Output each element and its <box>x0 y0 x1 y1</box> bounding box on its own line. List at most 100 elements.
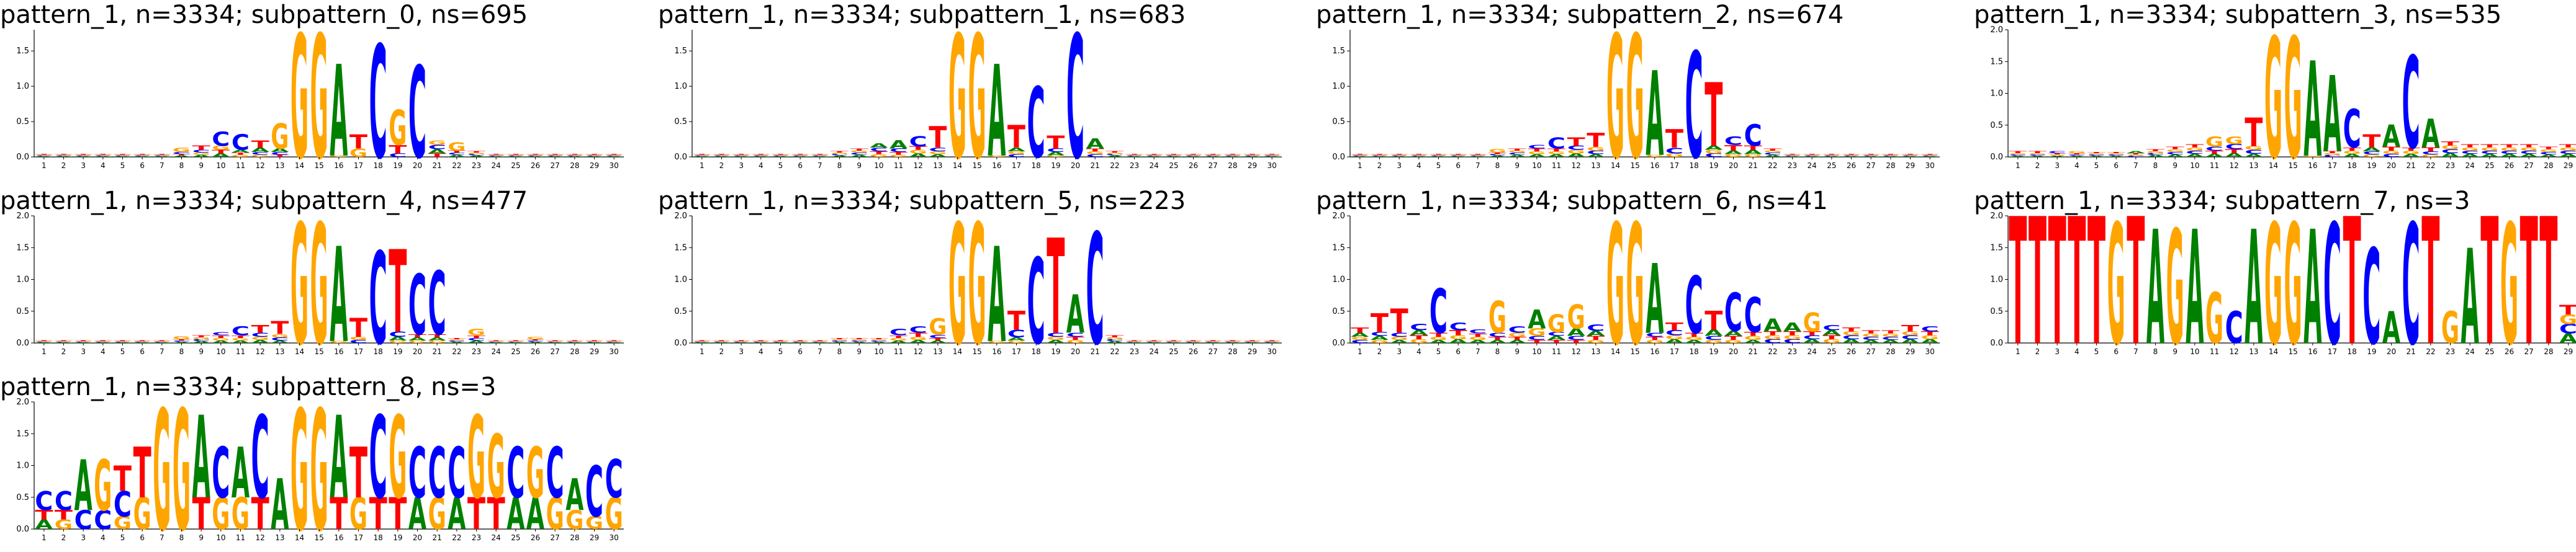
y-tick-label: 2.0 <box>16 211 29 221</box>
svg-text:T: T <box>1371 154 1389 155</box>
svg-text:T: T <box>2087 211 2105 366</box>
logo-letter-T: T <box>1744 331 1763 337</box>
logo-letter-T: T <box>1547 148 1566 152</box>
logo-letter-C: C <box>1164 342 1182 343</box>
svg-text:T: T <box>1842 327 1861 333</box>
x-tick-label: 21 <box>1749 347 1758 356</box>
svg-text:A: A <box>2048 155 2066 157</box>
svg-text:A: A <box>1862 156 1880 158</box>
svg-text:G: G <box>2205 278 2223 360</box>
x-tick-label: 8 <box>1495 161 1500 170</box>
logo-letter-A: A <box>1106 341 1124 344</box>
svg-text:A: A <box>2186 153 2204 158</box>
logo-letter-C: C <box>1410 155 1428 156</box>
svg-text:T: T <box>1665 125 1684 154</box>
logo-letter-C: C <box>1410 323 1428 332</box>
logo-letter-A: A <box>585 342 603 344</box>
logo-letter-G: G <box>2362 154 2380 158</box>
logo-letter-G: G <box>1822 338 1840 344</box>
svg-text:A: A <box>114 342 132 344</box>
svg-text:A: A <box>2146 211 2164 366</box>
svg-text:A: A <box>1263 156 1281 158</box>
svg-text:G: G <box>55 341 73 342</box>
x-tick-label: 23 <box>472 161 481 170</box>
y-tick-label: 0.5 <box>674 117 687 127</box>
logo-letter-G: G <box>2264 25 2282 180</box>
x-tick-label: 15 <box>973 161 982 170</box>
x-tick-label: 3 <box>2055 347 2060 356</box>
svg-text:C: C <box>448 340 466 342</box>
logo-letter-C: C <box>448 340 466 342</box>
svg-text:T: T <box>1007 119 1025 156</box>
logo-letter-C: C <box>2186 149 2204 154</box>
svg-text:C: C <box>1842 334 1860 341</box>
logo-letter-G: G <box>2186 146 2204 151</box>
logo-letter-A: A <box>713 156 731 158</box>
logo-letter-A: A <box>1881 339 1900 344</box>
logo-letter-A: A <box>448 154 466 158</box>
logo-letter-C: C <box>1547 134 1565 152</box>
svg-text:G: G <box>428 140 446 146</box>
x-tick-label: 18 <box>374 161 383 170</box>
logo-letter-G: G <box>1469 336 1487 341</box>
svg-text:T: T <box>2009 211 2027 366</box>
logo-letter-T: T <box>173 154 191 156</box>
logo-letter-C: C <box>526 340 544 342</box>
svg-text:G: G <box>1744 335 1762 341</box>
logo-letter-G: G <box>2500 146 2518 151</box>
logo-letter-C: C <box>251 397 269 525</box>
svg-text:T: T <box>1763 331 1782 337</box>
x-tick-label: 30 <box>1268 347 1277 356</box>
y-tick-label: 1.0 <box>16 82 29 91</box>
logo-letter-T: T <box>1145 154 1164 155</box>
svg-text:G: G <box>1145 154 1163 156</box>
logo-letter-G: G <box>2304 155 2322 157</box>
logo-letter-T: T <box>1567 339 1586 344</box>
svg-text:C: C <box>1430 276 1448 347</box>
svg-text:A: A <box>232 433 250 514</box>
logo-letter-C: C <box>1145 155 1163 156</box>
logo-letter-T: T <box>487 341 506 342</box>
x-tick-label: 29 <box>2564 347 2573 356</box>
svg-text:G: G <box>467 327 485 337</box>
logo-letter-C: C <box>1822 324 1840 332</box>
logo-letter-C: C <box>1646 332 1664 338</box>
svg-text:A: A <box>1842 338 1861 344</box>
x-tick-label: 2 <box>61 533 66 542</box>
logo-letter-A: A <box>2087 155 2105 157</box>
x-tick-label: 4 <box>101 161 106 170</box>
logo-letter-G: G <box>2500 211 2518 366</box>
logo-letter-A: A <box>526 156 544 158</box>
svg-text:T: T <box>2009 151 2027 154</box>
logo-letter-T: T <box>870 337 888 339</box>
svg-text:G: G <box>909 149 927 154</box>
logo-letter-T: T <box>349 131 368 153</box>
svg-text:A: A <box>2441 152 2460 158</box>
logo-letter-T: T <box>909 145 928 151</box>
logo-letter-A: A <box>408 336 427 341</box>
logo-letter-G: G <box>565 341 583 342</box>
logo-letter-A: A <box>35 342 53 344</box>
svg-text:A: A <box>212 340 230 344</box>
svg-text:G: G <box>1646 339 1664 344</box>
x-tick-label: 11 <box>1552 347 1561 356</box>
logo-letter-A: A <box>487 342 505 344</box>
svg-text:A: A <box>1371 335 1389 341</box>
logo-letter-G: G <box>330 155 348 158</box>
svg-text:T: T <box>1410 154 1428 155</box>
logo-letter-A: A <box>1263 342 1281 344</box>
svg-text:T: T <box>1390 303 1408 341</box>
logo-letter-C: C <box>1106 339 1124 342</box>
svg-text:C: C <box>850 152 868 155</box>
logo-letter-G: G <box>271 333 289 338</box>
x-tick-label: 9 <box>1515 347 1520 356</box>
logo-letter-G: G <box>585 154 603 156</box>
logo-letter-C: C <box>1223 342 1241 343</box>
svg-text:A: A <box>2107 155 2125 157</box>
logo-letter-G: G <box>467 327 485 337</box>
svg-text:C: C <box>94 155 112 156</box>
logo-letter-T: T <box>1508 148 1527 151</box>
logo-letter-A: A <box>2539 154 2557 158</box>
x-tick-label: 24 <box>492 161 501 170</box>
logo-letter-T: T <box>2087 211 2105 366</box>
